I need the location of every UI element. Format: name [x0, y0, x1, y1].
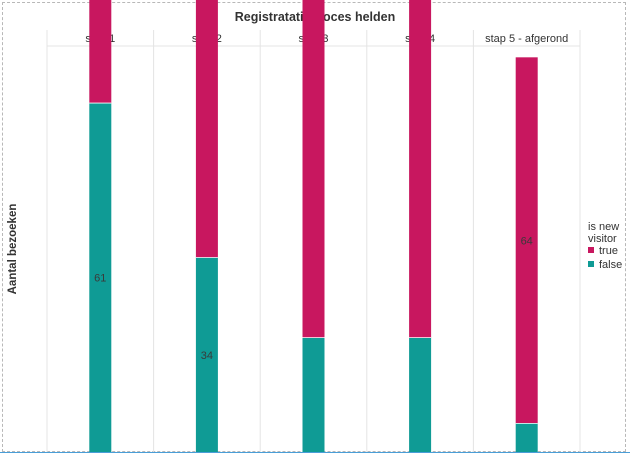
bar-data-label: 64 [521, 235, 533, 247]
bar-segment-false[interactable] [89, 103, 112, 452]
legend-title: is new [588, 221, 619, 233]
bar-segment-true[interactable] [89, 0, 112, 104]
bar-segment-true[interactable] [409, 0, 432, 338]
bar-segment-true[interactable] [515, 57, 538, 424]
legend-swatch[interactable] [588, 261, 594, 267]
bar-segment-true[interactable] [302, 0, 325, 338]
bar-segment-false[interactable] [302, 337, 325, 452]
bar-segment-false[interactable] [409, 337, 432, 452]
y-axis-title: Aantal bezoeken [7, 204, 19, 295]
legend-swatch[interactable] [588, 247, 594, 253]
bars: 603613363420820764 [89, 0, 538, 452]
bar-segment-false[interactable] [515, 423, 538, 452]
bar-segment-false[interactable] [195, 257, 218, 452]
bar-data-label: 34 [201, 350, 213, 362]
legend-label[interactable]: false [599, 259, 622, 271]
legend-title: visitor [588, 233, 617, 245]
legend-label[interactable]: true [599, 245, 618, 257]
facet-label: stap 5 - afgerond [485, 33, 568, 45]
bar-data-label: 61 [94, 273, 106, 285]
bar-segment-true[interactable] [195, 0, 218, 258]
